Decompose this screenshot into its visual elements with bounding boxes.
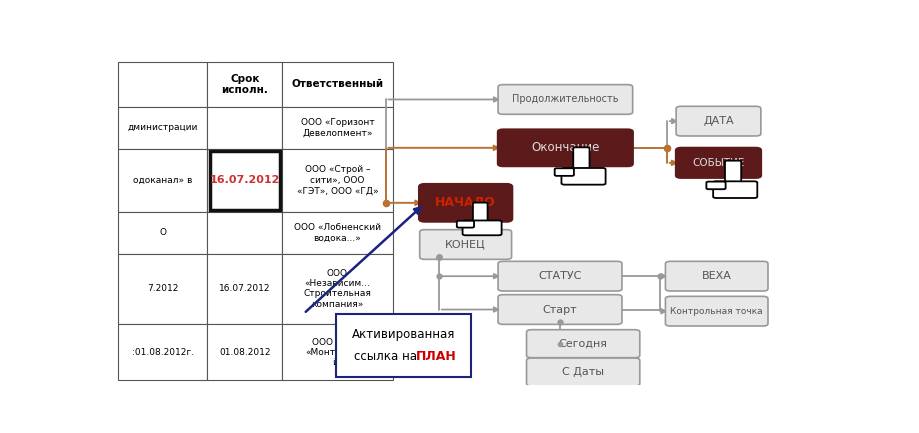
Text: КОНЕЦ: КОНЕЦ (446, 239, 486, 249)
Bar (282, 254, 392, 324)
FancyBboxPatch shape (676, 148, 761, 178)
FancyBboxPatch shape (725, 161, 742, 184)
FancyBboxPatch shape (498, 129, 632, 166)
Text: 01.08.2012: 01.08.2012 (219, 348, 270, 356)
Text: одоканал» в: одоканал» в (133, 176, 193, 185)
Text: ПЛАН: ПЛАН (415, 350, 457, 363)
Text: Сегодня: Сегодня (559, 339, 607, 349)
Text: дминистрации: дминистрации (128, 123, 199, 132)
FancyBboxPatch shape (498, 262, 622, 291)
Bar (208, 107, 282, 149)
Text: ООО
«Независим...
Строительная
компания»: ООО «Независим... Строительная компания» (303, 268, 371, 309)
Bar (119, 107, 208, 149)
Text: Контрольная точка: Контрольная точка (670, 307, 763, 316)
FancyBboxPatch shape (573, 147, 589, 171)
Bar (119, 62, 208, 107)
Bar (282, 324, 392, 380)
FancyBboxPatch shape (335, 313, 471, 377)
Bar (208, 149, 282, 212)
FancyBboxPatch shape (457, 221, 474, 228)
FancyBboxPatch shape (555, 168, 573, 176)
Text: СОБЫТИЕ: СОБЫТИЕ (692, 158, 744, 168)
Text: ООО «Строй –
сити», ООО
«ГЭТ», ООО «ГД»: ООО «Строй – сити», ООО «ГЭТ», ООО «ГД» (297, 165, 379, 195)
Bar (282, 62, 392, 107)
Bar (119, 212, 208, 254)
Text: С Даты: С Даты (562, 367, 604, 377)
FancyBboxPatch shape (420, 184, 512, 221)
Text: 7.2012: 7.2012 (147, 284, 178, 293)
FancyBboxPatch shape (676, 107, 761, 136)
Text: 16.07.2012: 16.07.2012 (210, 175, 280, 185)
Text: Активированная: Активированная (352, 328, 455, 341)
FancyBboxPatch shape (527, 330, 640, 358)
Text: СТАТУС: СТАТУС (539, 271, 582, 281)
Bar (282, 107, 392, 149)
Bar (208, 254, 282, 324)
FancyBboxPatch shape (665, 262, 768, 291)
Text: Ответственный: Ответственный (291, 80, 383, 90)
Text: Старт: Старт (543, 304, 577, 314)
FancyBboxPatch shape (420, 229, 512, 259)
Bar (119, 254, 208, 324)
Bar (282, 149, 392, 212)
Text: :01.08.2012г.: :01.08.2012г. (132, 348, 194, 356)
Text: НАЧАЛО: НАЧАЛО (436, 196, 496, 209)
FancyBboxPatch shape (665, 296, 768, 326)
Text: ООО «Лобненский
водока...»: ООО «Лобненский водока...» (294, 223, 381, 242)
Text: Продолжительность: Продолжительность (512, 94, 618, 104)
Text: ООО «ГД»,
«МонтажСп...
й»: ООО «ГД», «МонтажСп... й» (305, 337, 369, 367)
FancyBboxPatch shape (713, 181, 757, 198)
Text: 16.07.2012: 16.07.2012 (219, 284, 270, 293)
Bar (282, 212, 392, 254)
FancyBboxPatch shape (473, 203, 488, 224)
Text: ООО «Горизонт
Девелопмент»: ООО «Горизонт Девелопмент» (301, 118, 374, 138)
Text: О: О (160, 228, 166, 237)
Bar (208, 324, 282, 380)
Bar (119, 149, 208, 212)
Bar (208, 62, 282, 107)
FancyBboxPatch shape (462, 220, 502, 235)
FancyBboxPatch shape (527, 358, 640, 386)
Text: Срок
исполн.: Срок исполн. (221, 74, 268, 95)
Text: Окончание: Окончание (531, 141, 599, 154)
Text: ДАТА: ДАТА (703, 116, 733, 126)
Text: ВЕХА: ВЕХА (702, 271, 732, 281)
Text: ссылка на: ссылка на (355, 350, 421, 363)
FancyBboxPatch shape (562, 168, 606, 184)
FancyBboxPatch shape (498, 295, 622, 324)
FancyBboxPatch shape (498, 84, 632, 114)
Bar (208, 212, 282, 254)
Bar (210, 151, 280, 210)
Bar (119, 324, 208, 380)
FancyBboxPatch shape (707, 181, 726, 189)
